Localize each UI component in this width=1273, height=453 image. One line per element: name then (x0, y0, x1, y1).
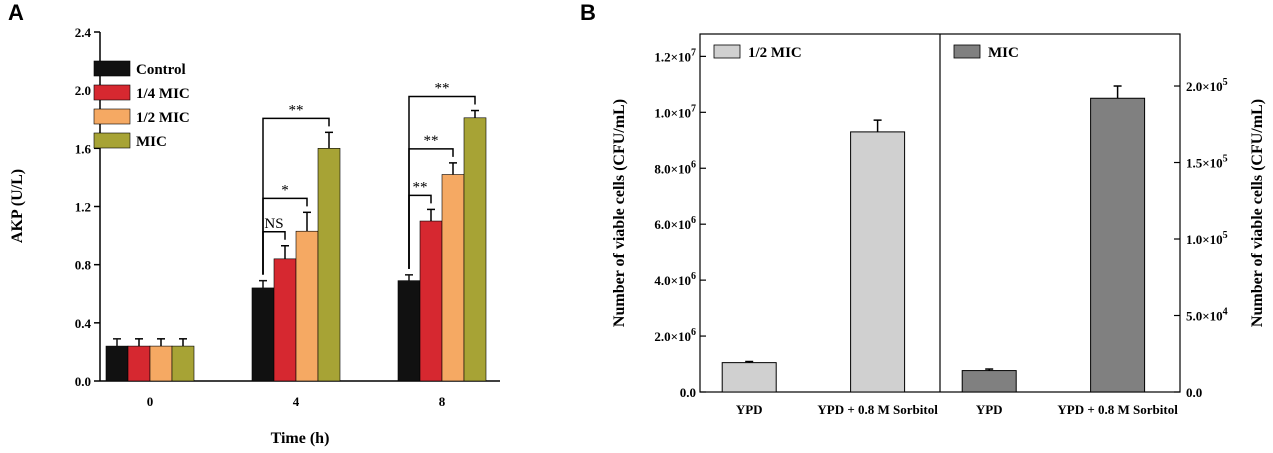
chart-a-y-tick-label: 1.6 (75, 141, 92, 156)
chart-b-left-y-tick-label: 1.0×107 (654, 103, 696, 120)
chart-b-right-y-tick-label: 0.0 (1186, 385, 1202, 400)
chart-b-left-y-tick-label: 0.0 (680, 385, 696, 400)
chart-b-left-y-tick-label: 8.0×106 (654, 159, 696, 176)
chart-a-sig-label: ** (289, 102, 304, 118)
chart-a-y-tick-label: 0.8 (75, 258, 92, 273)
chart-a-sig-bracket (262, 117, 330, 275)
chart-b-left-bar (850, 131, 906, 393)
chart-a-bar (127, 345, 151, 382)
chart-a-legend-swatch (93, 132, 131, 149)
chart-b-right-x-tick-label: YPD (976, 402, 1003, 417)
chart-b-right-y-tick-label: 1.5×105 (1186, 154, 1228, 171)
chart-b-left-y-label: Number of viable cells (CFU/mL) (611, 99, 628, 327)
chart-b-right-bar (961, 370, 1017, 393)
chart-b-right-y-tick-label: 2.0×105 (1186, 77, 1228, 94)
chart-b-right-y-tick-label: 5.0×104 (1186, 307, 1228, 324)
chart-a-x-tick-label: 4 (293, 394, 300, 409)
chart-a-legend-swatch (93, 108, 131, 125)
chart-a-bar (171, 345, 195, 382)
chart-b-left-legend-swatch (713, 44, 741, 59)
chart-a-bar (397, 280, 421, 382)
chart-a-bar (317, 148, 341, 382)
chart-b-left-legend-label: 1/2 MIC (748, 45, 802, 61)
chart-a-legend-swatch (93, 84, 131, 101)
chart-a-sig-bracket (408, 95, 476, 269)
chart-a-y-tick-label: 2.4 (75, 25, 92, 40)
chart-a-legend-label: MIC (136, 134, 167, 150)
chart-b-right-y-label: Number of viable cells (CFU/mL) (1249, 99, 1266, 327)
chart-a-bar (441, 174, 465, 382)
chart-b-right-x-tick-label: YPD + 0.8 M Sorbitol (1057, 402, 1178, 417)
panel-label-a: A (8, 0, 24, 25)
chart-a-x-tick-label: 0 (147, 394, 154, 409)
chart-b-right-bar (1090, 97, 1146, 393)
chart-b-left-x-tick-label: YPD + 0.8 M Sorbitol (817, 402, 938, 417)
panel-label-b: B (580, 0, 596, 25)
chart-a-legend-label: 1/2 MIC (136, 110, 190, 126)
chart-a-legend-label: Control (136, 62, 186, 78)
chart-a-bar (251, 287, 275, 382)
chart-a-bar (149, 345, 173, 382)
chart-b-left-y-tick-label: 1.2×107 (654, 47, 696, 64)
chart-b-left-y-tick-label: 6.0×106 (654, 215, 696, 232)
chart-a-legend-swatch (93, 60, 131, 77)
chart-a-bar (295, 230, 319, 382)
chart-a-y-tick-label: 0.0 (75, 374, 91, 389)
chart-a-bar (273, 258, 297, 382)
chart-b: Number of viable cells (CFU/mL) Number o… (611, 33, 1266, 417)
chart-a-sig-label: NS (264, 216, 283, 232)
chart-a-y-tick-label: 2.0 (75, 83, 91, 98)
chart-b-right-y-tick-label: 1.0×105 (1186, 230, 1228, 247)
chart-a-bar (463, 117, 487, 382)
chart-a-bar (419, 220, 443, 382)
chart-b-left-bar (721, 362, 777, 393)
chart-b-left-y-tick-label: 4.0×106 (654, 271, 696, 288)
chart-b-left-x-tick-label: YPD (736, 402, 763, 417)
chart-b-right-legend-swatch (953, 44, 981, 59)
chart-b-left-y-tick-label: 2.0×106 (654, 327, 696, 344)
chart-b-right-legend-label: MIC (988, 45, 1019, 61)
chart-a-y-tick-label: 1.2 (75, 200, 91, 215)
chart-a-legend-label: 1/4 MIC (136, 86, 190, 102)
chart-a-x-tick-label: 8 (439, 394, 446, 409)
chart-a-y-tick-label: 0.4 (75, 316, 92, 331)
chart-a-sig-label: ** (424, 133, 439, 149)
chart-a-sig-label: ** (413, 179, 428, 195)
chart-a-x-label: Time (h) (271, 430, 330, 447)
chart-a-sig-label: ** (435, 81, 450, 97)
chart-a-sig-label: * (281, 182, 289, 198)
chart-a: AKP (U/L) Time (h) 0.0 0.4 0.8 1.2 1.6 2.0 2.4… (9, 25, 500, 447)
chart-a-y-label: AKP (U/L) (9, 169, 26, 243)
chart-a-bar (105, 345, 129, 382)
